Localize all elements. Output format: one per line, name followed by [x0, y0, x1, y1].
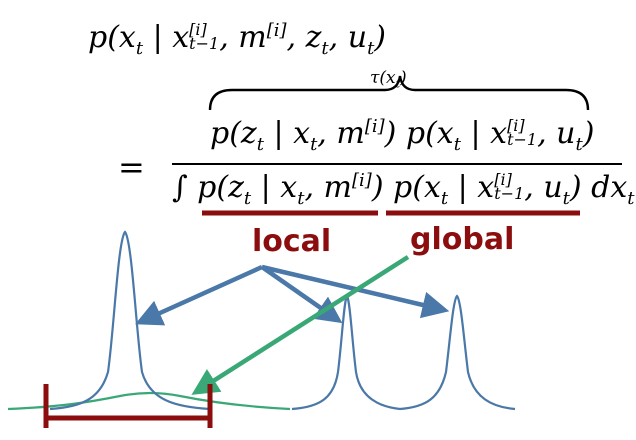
label-local: local: [252, 224, 332, 259]
fraction-line: [172, 163, 622, 165]
arrow-to-peak-1: [135, 264, 263, 326]
peak-curve-1: [49, 230, 211, 411]
peak-curve-3: [399, 294, 516, 411]
global-distribution-curve: [7, 391, 291, 411]
equation-denominator: ∫ p(zt | xt, m[i]) p(xt | x [i] t−1, ut) d…: [172, 170, 635, 209]
equals-sign: =: [118, 148, 145, 186]
arrow-to-peak-3: [261, 264, 450, 319]
equation-numerator: p(zt | xt, m[i]) p(xt | x [i] t−1, ut): [210, 116, 595, 155]
peak-curve-2: [291, 294, 401, 411]
arrow-global: [191, 255, 410, 395]
range-bracket: [43, 384, 213, 428]
equation-lhs: p(xt | x [i] t−1, m[i], zt, ut): [88, 20, 387, 59]
label-global: global: [410, 222, 515, 257]
